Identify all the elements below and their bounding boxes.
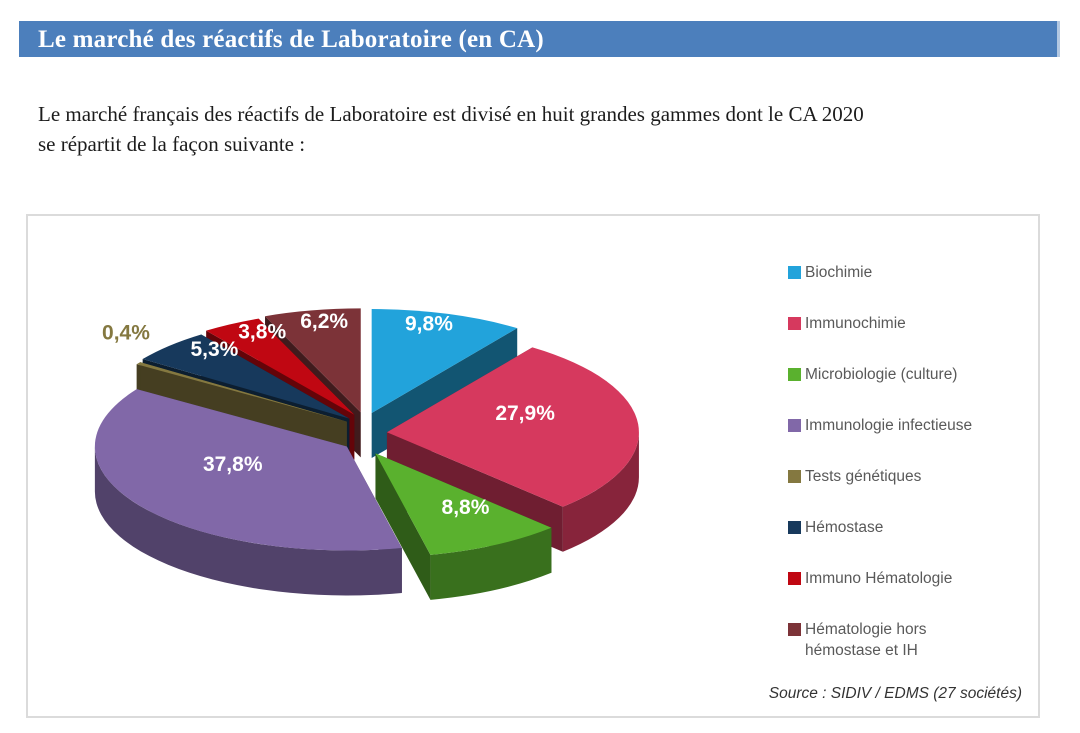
pie-slice-top bbox=[386, 347, 639, 507]
legend-swatch bbox=[788, 419, 801, 432]
legend-label: Tests génétiques bbox=[805, 468, 922, 485]
legend-item-4: Immunologie infectieuse bbox=[788, 415, 1038, 436]
legend-item-6: Hémostase bbox=[788, 517, 1038, 538]
legend-swatch bbox=[788, 572, 801, 585]
pie-slice-label: 37,8% bbox=[203, 453, 263, 476]
pie-slice-label: 5,3% bbox=[190, 338, 238, 361]
pie-slice-top bbox=[206, 318, 355, 415]
legend-item-3: Microbiologie (culture) bbox=[788, 364, 1038, 385]
pie-slice-top bbox=[142, 334, 350, 419]
legend-label: Hémostase bbox=[805, 519, 884, 536]
pie-slice-rim bbox=[430, 527, 552, 600]
legend-swatch bbox=[788, 623, 801, 636]
pie-chart: 9,8% 27,9% 8,8% 37,8% 0,4% 5,3%3,8% 6,2% bbox=[94, 308, 639, 600]
pie-slice-top bbox=[265, 308, 361, 413]
pie-slice-side bbox=[375, 453, 431, 600]
legend-label: Hématologie hors hémostase et IH bbox=[805, 621, 927, 659]
legend-swatch bbox=[788, 266, 801, 279]
intro-paragraph: Le marché français des réactifs de Labor… bbox=[38, 102, 864, 156]
chart-legend: Biochimie Immunochimie Microbiologie (cult… bbox=[788, 262, 1038, 661]
legend-swatch bbox=[788, 470, 801, 483]
legend-swatch bbox=[788, 368, 801, 381]
pie-slice-label: 8,8% bbox=[442, 496, 490, 519]
legend-label: Microbiologie (culture) bbox=[805, 366, 958, 383]
source-note: Source : SIDIV / EDMS (27 sociétés) bbox=[768, 685, 1022, 702]
chart-container: 9,8% 27,9% 8,8% 37,8% 0,4% 5,3% 3,8% 6,2% Bioch… bbox=[26, 214, 1040, 718]
pie-slice-top bbox=[375, 453, 552, 555]
pie-slice-label: 27,9% bbox=[495, 402, 555, 425]
legend-item-5: Tests génétiques bbox=[788, 466, 1038, 487]
legend-label: Immunologie infectieuse bbox=[805, 417, 973, 434]
legend-item-8: Hématologie hors hémostase et IH bbox=[788, 619, 1038, 661]
legend-item-2: Immunochimie bbox=[788, 313, 1038, 334]
pie-slice-label: 9,8% bbox=[405, 313, 453, 336]
pie-slice-top bbox=[371, 309, 518, 414]
legend-label: Biochimie bbox=[805, 264, 873, 281]
section-header-bar: Le marché des réactifs de Laboratoire (e… bbox=[19, 21, 1060, 57]
legend-swatch bbox=[788, 521, 801, 534]
pie-slice-top bbox=[94, 389, 402, 551]
legend-item-7: Immuno Hématologie bbox=[788, 568, 1038, 589]
legend-swatch bbox=[788, 317, 801, 330]
pie-slice-rim bbox=[94, 446, 402, 596]
legend-item-1: Biochimie bbox=[788, 262, 1038, 283]
legend-label: Immunochimie bbox=[805, 315, 906, 332]
pie-slice-rim bbox=[562, 432, 639, 552]
pie-slice-label: 0,4% bbox=[102, 322, 150, 345]
pie-slice-label: 6,2% bbox=[300, 310, 348, 333]
pie-slice-top bbox=[136, 362, 347, 422]
legend-label: Immuno Hématologie bbox=[805, 570, 953, 587]
pie-slice-label: 3,8% bbox=[238, 321, 286, 344]
page-title: Le marché des réactifs de Laboratoire (e… bbox=[38, 26, 544, 53]
